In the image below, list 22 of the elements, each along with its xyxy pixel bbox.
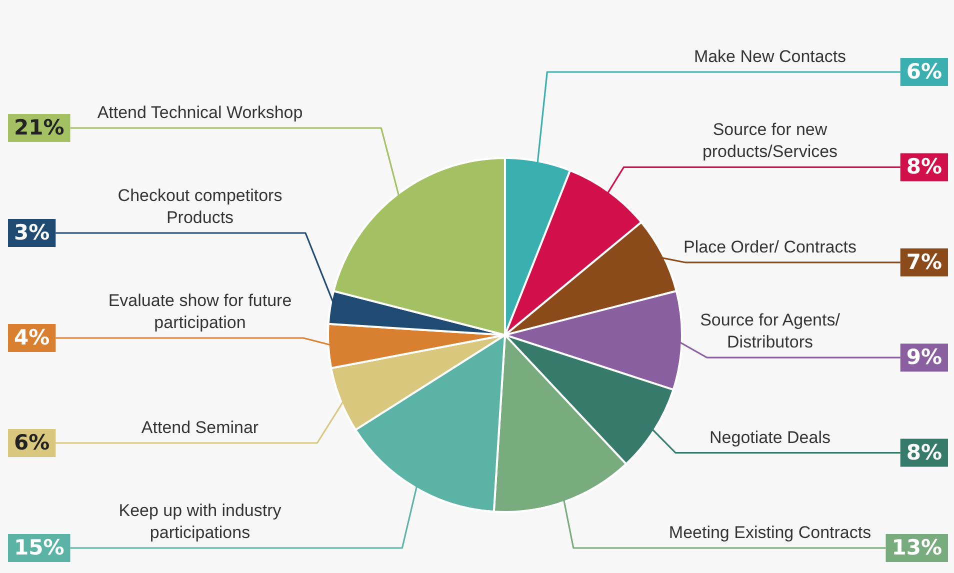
- slice-label: Attend Technical Workshop: [97, 103, 303, 122]
- slice-label: Meeting Existing Contracts: [668, 523, 872, 542]
- slice-label: Make New Contacts: [694, 47, 846, 66]
- data-label: 13%: [892, 535, 942, 560]
- data-label: 21%: [14, 115, 64, 140]
- slice-label: Source for Agents/ Distributors: [700, 310, 840, 352]
- data-label: 15%: [14, 535, 64, 560]
- slice-label: Keep up with industry participations: [118, 501, 282, 542]
- slice-label: Attend Seminar: [141, 418, 259, 437]
- data-label: 8%: [906, 440, 942, 464]
- slice-label: Place Order/ Contracts: [684, 237, 856, 256]
- data-label: 9%: [906, 345, 942, 370]
- data-label: 3%: [14, 220, 50, 244]
- slice-label: Checkout competitors Products: [118, 186, 282, 227]
- data-label: 7%: [906, 250, 942, 274]
- slice-label: Negotiate Deals: [710, 428, 830, 447]
- slice-label: Source for new products/Services: [702, 120, 838, 162]
- data-label: 4%: [14, 325, 50, 350]
- data-label: 8%: [906, 154, 942, 179]
- slice-label: Evaluate show for future participation: [108, 291, 292, 332]
- data-label: 6%: [906, 59, 942, 84]
- data-label: 6%: [14, 430, 50, 454]
